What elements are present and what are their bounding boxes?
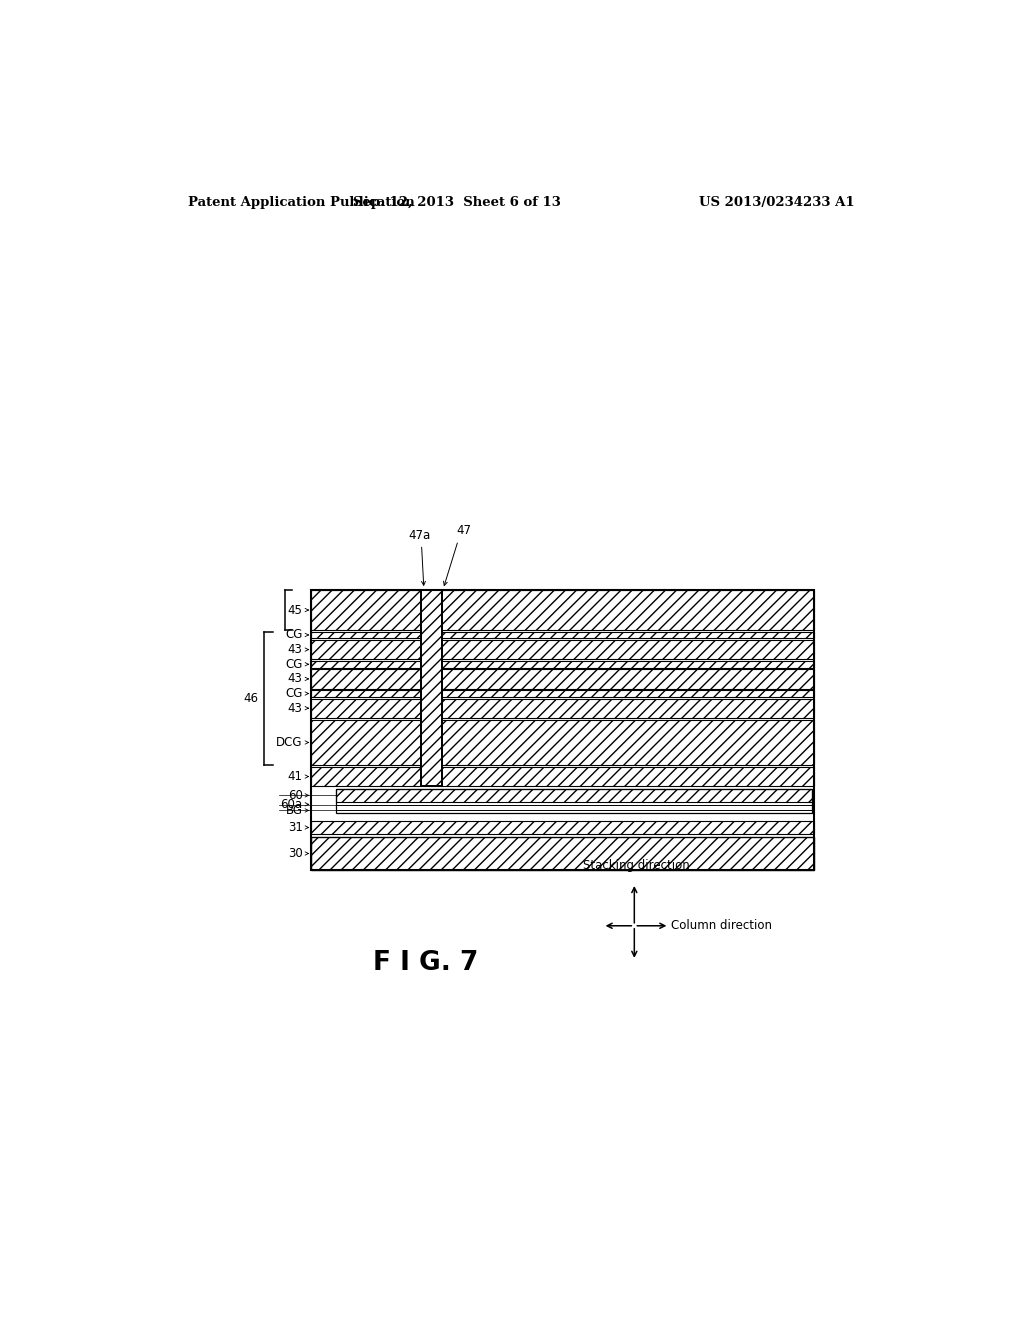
Bar [310,632,814,639]
Text: 47: 47 [457,524,471,537]
Text: CG: CG [286,628,303,642]
Bar [310,590,814,630]
Bar [310,661,814,668]
Bar [310,669,814,689]
Bar [310,690,814,697]
Text: 31: 31 [288,821,303,834]
Bar [421,590,442,785]
Text: 30: 30 [288,847,303,861]
Text: 43: 43 [288,643,303,656]
Bar [310,767,814,785]
Text: 60: 60 [288,789,303,801]
Bar [310,698,814,718]
Text: 43: 43 [288,672,303,685]
Text: 41: 41 [288,770,303,783]
Text: Stacking direction: Stacking direction [584,859,690,873]
Bar [336,788,812,813]
Text: 45: 45 [288,603,303,616]
Bar [336,788,812,801]
Bar [336,788,812,813]
Text: Patent Application Publication: Patent Application Publication [187,195,415,209]
Text: F I G. 7: F I G. 7 [373,950,478,977]
Text: CG: CG [286,657,303,671]
Text: US 2013/0234233 A1: US 2013/0234233 A1 [699,195,855,209]
Text: Column direction: Column direction [671,919,772,932]
Bar [310,837,814,870]
Text: BG: BG [286,804,303,817]
Text: DCG: DCG [276,737,303,748]
Bar [310,590,814,870]
Bar [421,590,442,785]
Text: CG: CG [286,686,303,700]
Text: 46: 46 [243,692,258,705]
Bar [310,640,814,659]
Bar [310,721,814,764]
Text: 43: 43 [288,702,303,714]
Text: 60a: 60a [281,797,303,810]
Text: 47a: 47a [409,529,431,543]
Bar [310,821,814,834]
Text: Sep. 12, 2013  Sheet 6 of 13: Sep. 12, 2013 Sheet 6 of 13 [353,195,561,209]
Bar [421,590,442,785]
